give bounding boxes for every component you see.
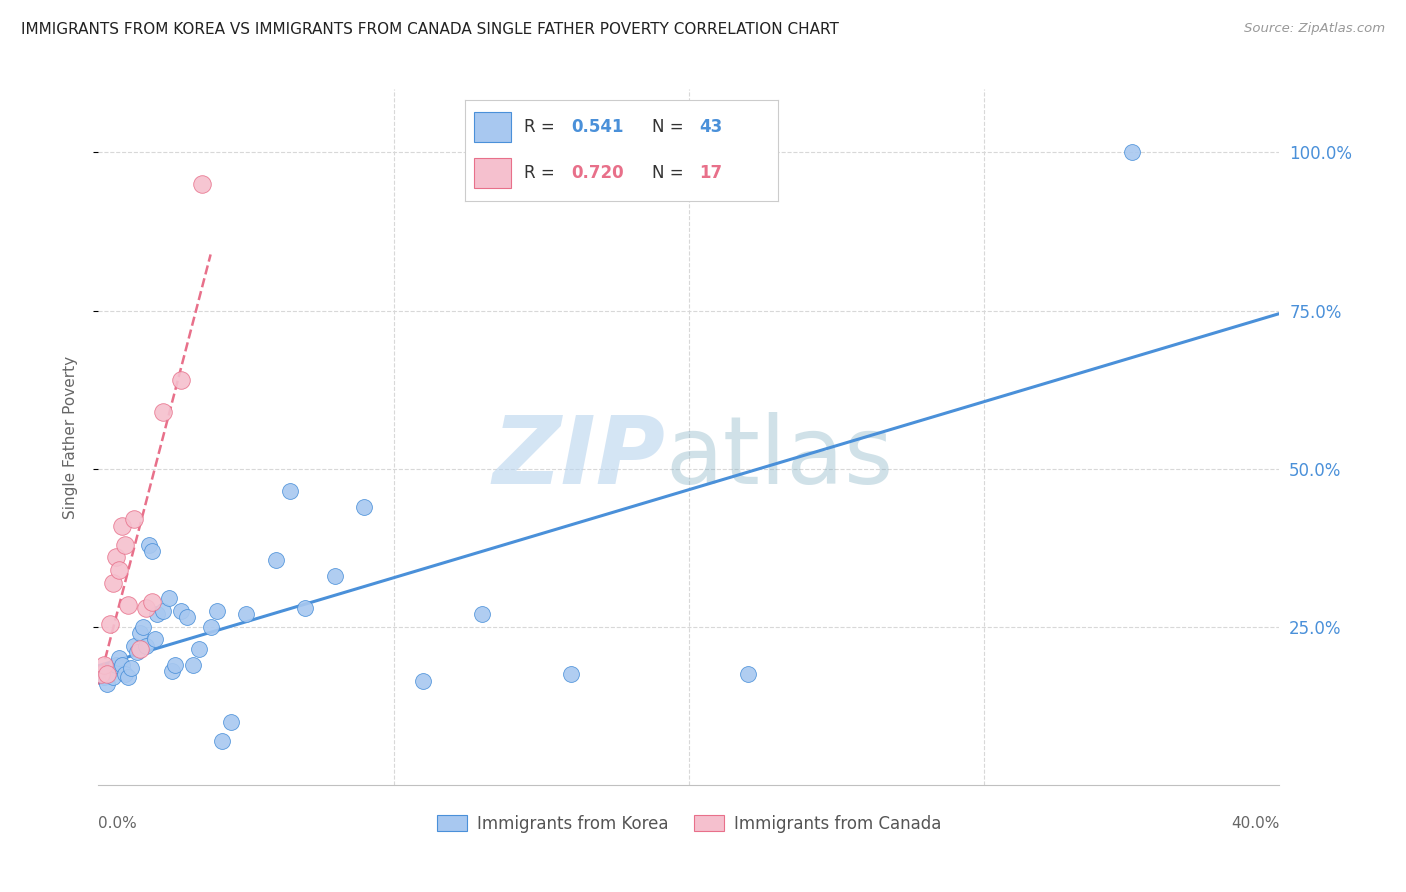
- Text: 0.0%: 0.0%: [98, 816, 138, 831]
- Text: IMMIGRANTS FROM KOREA VS IMMIGRANTS FROM CANADA SINGLE FATHER POVERTY CORRELATIO: IMMIGRANTS FROM KOREA VS IMMIGRANTS FROM…: [21, 22, 839, 37]
- Point: [141, 544, 163, 558]
- Text: 40.0%: 40.0%: [1232, 816, 1279, 831]
- Point: [111, 657, 134, 672]
- Point: [737, 667, 759, 681]
- Point: [181, 657, 204, 672]
- Point: [103, 575, 125, 590]
- Point: [157, 591, 180, 606]
- Point: [1121, 145, 1143, 160]
- Point: [122, 639, 145, 653]
- Point: [114, 538, 136, 552]
- Point: [98, 616, 121, 631]
- Point: [170, 373, 193, 387]
- Point: [108, 651, 131, 665]
- Text: ZIP: ZIP: [492, 412, 665, 504]
- Point: [138, 538, 160, 552]
- Point: [152, 405, 174, 419]
- Point: [105, 657, 128, 672]
- Point: [280, 483, 302, 498]
- Point: [187, 642, 209, 657]
- Point: [412, 673, 434, 688]
- Point: [125, 645, 148, 659]
- Point: [135, 639, 157, 653]
- Point: [146, 607, 169, 622]
- Point: [114, 667, 136, 681]
- Point: [90, 667, 112, 681]
- Point: [135, 600, 157, 615]
- Point: [471, 607, 494, 622]
- Point: [120, 661, 142, 675]
- Point: [200, 620, 222, 634]
- Text: atlas: atlas: [665, 412, 894, 504]
- Point: [141, 594, 163, 608]
- Point: [103, 670, 125, 684]
- Point: [221, 714, 243, 729]
- Point: [205, 604, 228, 618]
- Point: [143, 632, 166, 647]
- Point: [128, 642, 150, 657]
- Point: [122, 512, 145, 526]
- Point: [323, 569, 346, 583]
- Y-axis label: Single Father Poverty: Single Father Poverty: [63, 356, 77, 518]
- Point: [96, 677, 118, 691]
- Point: [152, 604, 174, 618]
- Point: [353, 500, 375, 514]
- Point: [98, 664, 121, 678]
- Point: [165, 657, 187, 672]
- Point: [162, 664, 183, 678]
- Point: [117, 670, 139, 684]
- Point: [111, 518, 134, 533]
- Point: [128, 626, 150, 640]
- Point: [105, 550, 128, 565]
- Point: [264, 553, 287, 567]
- Point: [176, 610, 198, 624]
- Point: [96, 667, 118, 681]
- Point: [294, 600, 316, 615]
- Text: Source: ZipAtlas.com: Source: ZipAtlas.com: [1244, 22, 1385, 36]
- Point: [235, 607, 257, 622]
- Point: [211, 733, 233, 747]
- Point: [191, 177, 214, 191]
- Legend: Immigrants from Korea, Immigrants from Canada: Immigrants from Korea, Immigrants from C…: [430, 808, 948, 839]
- Point: [93, 657, 115, 672]
- Point: [93, 670, 115, 684]
- Point: [170, 604, 193, 618]
- Point: [132, 620, 155, 634]
- Point: [117, 598, 139, 612]
- Point: [560, 667, 582, 681]
- Point: [108, 563, 131, 577]
- Point: [90, 667, 112, 681]
